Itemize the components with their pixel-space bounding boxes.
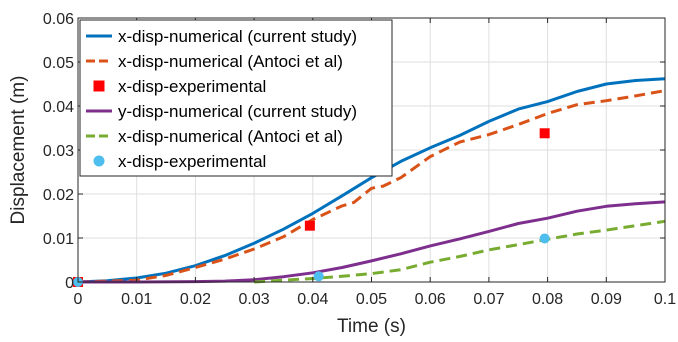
legend-label: x-disp-experimental xyxy=(118,152,266,171)
x-tick-label: 0.02 xyxy=(180,291,211,308)
x-tick-label: 0.08 xyxy=(532,291,563,308)
data-point xyxy=(304,220,315,231)
x-tick-label: 0.01 xyxy=(121,291,152,308)
data-point xyxy=(539,128,550,139)
legend: x-disp-numerical (current study) x-disp-n… xyxy=(79,19,393,177)
series-1 xyxy=(77,77,666,284)
x-tick-label: 0.1 xyxy=(654,291,676,308)
x-tick-label: 0.04 xyxy=(297,291,328,308)
axis-ticks: 0 0.01 0.02 0.03 0.04 0.05 0.06 0.07 0.08 0.09 0.1… xyxy=(43,11,676,308)
legend-swatch xyxy=(93,80,105,92)
y-axis-label: Displacement (m) xyxy=(8,76,29,225)
legend-swatch xyxy=(93,155,105,167)
y-tick-label: 0.06 xyxy=(43,11,74,28)
legend-entry: x-disp-experimental xyxy=(93,77,266,96)
series-line xyxy=(77,77,666,284)
data-point xyxy=(539,233,550,244)
x-axis-label: Time (s) xyxy=(337,316,406,337)
legend-label: y-disp-numerical (current study) xyxy=(118,102,357,121)
legend-label: x-disp-numerical (current study) xyxy=(118,27,357,46)
legend-entry: x-disp-numerical (Antoci et al) xyxy=(86,52,343,71)
series-line xyxy=(78,200,666,284)
series-4 xyxy=(78,200,666,284)
legend-box xyxy=(79,19,393,177)
legend-label: x-disp-numerical (Antoci et al) xyxy=(118,127,343,146)
y-tick-label: 0 xyxy=(65,275,74,292)
x-tick-label: 0.06 xyxy=(415,291,446,308)
y-tick-label: 0.05 xyxy=(43,55,74,72)
legend-entry: x-disp-experimental xyxy=(93,152,266,171)
legend-entry: x-disp-numerical (current study) xyxy=(86,27,357,46)
x-tick-label: 0.03 xyxy=(239,291,270,308)
legend-entry: x-disp-numerical (Antoci et al) xyxy=(86,127,343,146)
plot-series xyxy=(73,77,666,287)
y-tick-label: 0.03 xyxy=(43,143,74,160)
legend-label: x-disp-numerical (Antoci et al) xyxy=(118,52,343,71)
x-tick-label: 0.07 xyxy=(473,291,504,308)
data-point xyxy=(313,271,324,282)
x-tick-label: 0 xyxy=(74,291,83,308)
legend-entry: y-disp-numerical (current study) xyxy=(86,102,357,121)
y-tick-label: 0.01 xyxy=(43,231,74,248)
y-tick-label: 0.02 xyxy=(43,187,74,204)
legend-label: x-disp-experimental xyxy=(118,77,266,96)
series-6 xyxy=(73,233,550,287)
x-tick-label: 0.05 xyxy=(356,291,387,308)
x-tick-label: 0.09 xyxy=(591,291,622,308)
y-tick-label: 0.04 xyxy=(43,99,74,116)
